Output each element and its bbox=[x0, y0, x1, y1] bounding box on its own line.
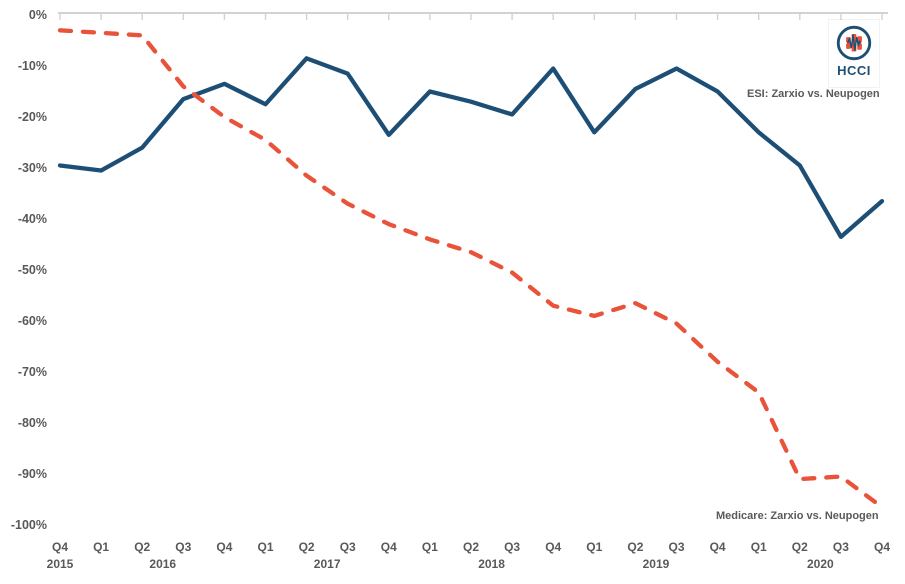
x-tick-label-year: 2018 bbox=[478, 557, 505, 571]
x-tick-label-quarter: Q3 bbox=[668, 540, 684, 554]
x-tick-label-quarter: Q1 bbox=[586, 540, 602, 554]
hcci-logo: HCCI bbox=[829, 20, 879, 87]
x-tick-label-quarter: Q4 bbox=[710, 540, 726, 554]
x-tick-label-quarter: Q1 bbox=[93, 540, 109, 554]
medicare-line bbox=[57, 28, 885, 510]
y-tick-label: -90% bbox=[18, 467, 47, 481]
y-tick-label: 0% bbox=[29, 8, 47, 22]
esi-series-label: ESI: Zarxio vs. Neupogen bbox=[747, 88, 880, 100]
x-tick-label-quarter: Q2 bbox=[463, 540, 479, 554]
x-tick-label-year: 2016 bbox=[149, 557, 176, 571]
x-tick-label-quarter: Q4 bbox=[381, 540, 397, 554]
y-tick-label: -60% bbox=[18, 314, 47, 328]
y-tick-label: -20% bbox=[18, 110, 47, 124]
medicare-series-label: Medicare: Zarxio vs. Neupogen bbox=[716, 510, 879, 522]
y-tick-label: -80% bbox=[18, 416, 47, 430]
x-tick-label-year: 2019 bbox=[643, 557, 670, 571]
y-tick-label: -40% bbox=[18, 212, 47, 226]
x-tick-label-quarter: Q3 bbox=[833, 540, 849, 554]
x-tick-label-quarter: Q4 bbox=[545, 540, 561, 554]
x-tick-label-year: 2020 bbox=[807, 557, 834, 571]
x-tick-label-quarter: Q2 bbox=[792, 540, 808, 554]
x-tick-label-year: 2015 bbox=[47, 557, 74, 571]
y-tick-label: -100% bbox=[11, 518, 47, 532]
x-tick-label-quarter: Q1 bbox=[257, 540, 273, 554]
x-tick-label-quarter: Q2 bbox=[134, 540, 150, 554]
x-tick-label-quarter: Q1 bbox=[751, 540, 767, 554]
x-tick-label-quarter: Q4 bbox=[52, 540, 68, 554]
y-tick-label: -50% bbox=[18, 263, 47, 277]
y-tick-label: -70% bbox=[18, 365, 47, 379]
y-tick-label: -10% bbox=[18, 59, 47, 73]
x-tick-label-year: 2017 bbox=[314, 557, 341, 571]
x-tick-label-quarter: Q2 bbox=[627, 540, 643, 554]
pulse-bars-icon bbox=[836, 25, 872, 61]
hcci-logo-text: HCCI bbox=[837, 63, 871, 78]
x-tick-label-quarter: Q4 bbox=[216, 540, 232, 554]
x-tick-label-quarter: Q1 bbox=[422, 540, 438, 554]
y-tick-label: -30% bbox=[18, 161, 47, 175]
x-tick-label-quarter: Q3 bbox=[504, 540, 520, 554]
x-tick-label-quarter: Q2 bbox=[299, 540, 315, 554]
x-tick-label-quarter: Q3 bbox=[175, 540, 191, 554]
x-tick-label-quarter: Q4 bbox=[874, 540, 890, 554]
x-tick-label-quarter: Q3 bbox=[340, 540, 356, 554]
